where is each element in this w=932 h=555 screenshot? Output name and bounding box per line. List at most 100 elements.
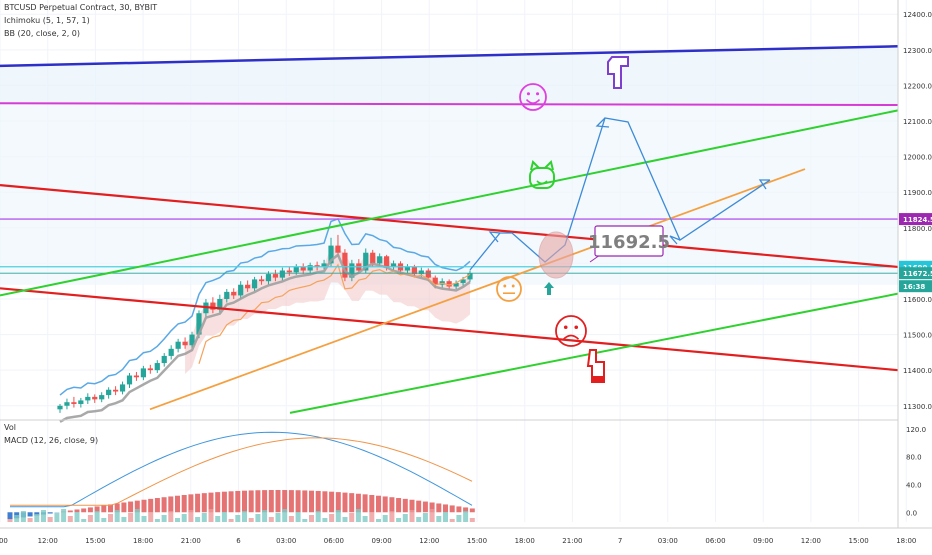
macd-histogram-bar bbox=[148, 499, 153, 512]
volume-bar bbox=[282, 509, 287, 522]
macd-histogram-bar bbox=[456, 506, 461, 512]
volume-bar bbox=[21, 511, 26, 522]
candle-body bbox=[308, 265, 313, 270]
macd-histogram-bar bbox=[363, 494, 368, 512]
macd-histogram-bar bbox=[376, 496, 381, 513]
candle-body bbox=[155, 363, 160, 370]
candle-body bbox=[106, 390, 111, 395]
macd-histogram-bar bbox=[282, 490, 287, 512]
macd-histogram-bar bbox=[175, 496, 180, 513]
macd-histogram-bar bbox=[182, 495, 187, 512]
candle-body bbox=[182, 342, 187, 346]
volume-bar bbox=[88, 515, 93, 522]
macd-histogram-bar bbox=[195, 494, 200, 513]
time-tick-label: 12:00 bbox=[38, 537, 58, 545]
volume-bar bbox=[363, 516, 368, 522]
candle-body bbox=[78, 400, 83, 404]
macd-histogram-bar bbox=[101, 505, 106, 512]
time-tick-label: 09:00 bbox=[753, 537, 773, 545]
macd-histogram-bar bbox=[222, 492, 227, 513]
macd-histogram-bar bbox=[128, 502, 133, 513]
price-tick-label: 11800.0 bbox=[903, 225, 932, 233]
macd-histogram-bar bbox=[443, 504, 448, 512]
macd-histogram-bar bbox=[309, 491, 314, 513]
volume-bar bbox=[463, 511, 468, 522]
volume-bar bbox=[242, 511, 247, 522]
time-tick-label: 18:00 bbox=[515, 537, 535, 545]
candle-body bbox=[57, 406, 62, 410]
volume-bar bbox=[456, 515, 461, 522]
candle-body bbox=[280, 271, 285, 278]
candle-body bbox=[99, 395, 104, 399]
price-tick-label: 12400.0 bbox=[903, 11, 932, 19]
volume-bar bbox=[470, 518, 475, 522]
volume-bar bbox=[155, 519, 160, 522]
price-tick-label: 11900.0 bbox=[903, 189, 932, 197]
candle-body bbox=[134, 376, 139, 378]
volume-bar bbox=[209, 509, 214, 522]
candle-body bbox=[64, 402, 69, 406]
macd-histogram-bar bbox=[349, 493, 354, 512]
macd-histogram-bar bbox=[450, 505, 455, 512]
candle-body bbox=[252, 279, 257, 288]
candle-body bbox=[294, 267, 299, 272]
time-tick-label: 21:00 bbox=[181, 537, 201, 545]
sad-face-icon-eye bbox=[564, 325, 568, 329]
legend-symbol: BTCUSD Perpetual Contract, 30, BYBIT bbox=[4, 3, 157, 12]
volume-bar bbox=[356, 509, 361, 522]
volume-bar bbox=[115, 510, 120, 522]
volume-bar bbox=[376, 519, 381, 522]
candle-body bbox=[120, 384, 125, 391]
candle-body bbox=[426, 271, 431, 278]
candle-body bbox=[287, 271, 292, 273]
smiley-face-icon-eye bbox=[536, 92, 539, 95]
volume-bar bbox=[95, 511, 100, 522]
volume-bar bbox=[369, 512, 374, 522]
volume-bar bbox=[142, 516, 147, 522]
macd-histogram-bar bbox=[235, 491, 240, 512]
candle-body bbox=[113, 390, 118, 392]
volume-bar bbox=[389, 511, 394, 522]
price-tick-label: 11500.0 bbox=[903, 332, 932, 340]
macd-histogram-bar bbox=[329, 492, 334, 513]
volume-bar bbox=[329, 514, 334, 522]
macd-histogram-bar bbox=[316, 491, 321, 512]
volume-bar bbox=[396, 518, 401, 522]
candle-body bbox=[245, 285, 250, 289]
volume-bar bbox=[262, 510, 267, 522]
macd-histogram-bar bbox=[142, 500, 147, 513]
macd-histogram-bar bbox=[322, 491, 327, 512]
volume-bar bbox=[34, 514, 39, 522]
macd-histogram-bar bbox=[121, 502, 126, 512]
volume-bar bbox=[289, 516, 294, 522]
volume-bar bbox=[135, 509, 140, 522]
time-tick-label: 03:00 bbox=[276, 537, 296, 545]
candle-body bbox=[370, 253, 375, 264]
volume-bar bbox=[75, 512, 80, 522]
volume-bar bbox=[309, 515, 314, 522]
sad-face-icon-eye bbox=[574, 325, 578, 329]
pointing-hand-cuff bbox=[592, 376, 604, 382]
macd-histogram-bar bbox=[296, 490, 301, 512]
callout-text: 11692.5 bbox=[588, 232, 670, 253]
neutral-face-icon-eye bbox=[512, 285, 515, 288]
macd-tick-label: 80.0 bbox=[906, 454, 922, 462]
candle-body bbox=[141, 368, 146, 377]
volume-bar bbox=[336, 510, 341, 522]
time-tick-label: 12:00 bbox=[419, 537, 439, 545]
candle-body bbox=[273, 274, 278, 278]
macd-histogram-bar bbox=[188, 494, 193, 512]
volume-bar bbox=[215, 516, 220, 522]
channel-fill-mid bbox=[0, 103, 898, 285]
candle-body bbox=[92, 397, 97, 399]
candle-body bbox=[85, 397, 90, 401]
price-tick-label: 12200.0 bbox=[903, 82, 932, 90]
macd-histogram-bar bbox=[403, 499, 408, 512]
volume-bar bbox=[101, 518, 106, 522]
macd-histogram-bar bbox=[88, 507, 93, 512]
volume-bar bbox=[249, 518, 254, 522]
volume-bar bbox=[202, 513, 207, 522]
volume-bar bbox=[222, 512, 227, 522]
volume-bar bbox=[269, 517, 274, 522]
